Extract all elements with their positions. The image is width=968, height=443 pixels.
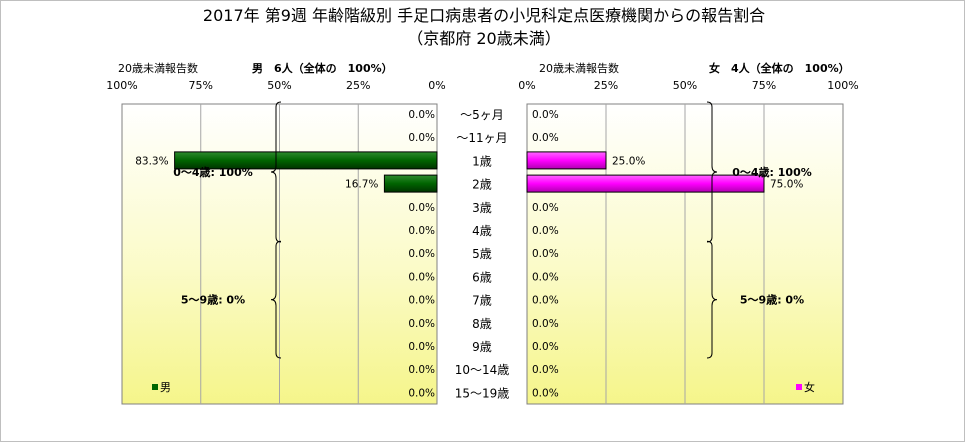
category-label: 7歳 bbox=[472, 294, 492, 308]
value-label: 0.0% bbox=[532, 341, 559, 353]
value-label: 0.0% bbox=[408, 364, 435, 376]
female-panel: 0% 25% 50% 75% 100% 20歳未満報告数 女 4人（全体の 100%） 0.0… bbox=[518, 61, 859, 405]
group-brace bbox=[706, 240, 718, 359]
x-tick-label: 0% bbox=[518, 79, 535, 92]
panel-header-count: 20歳未満報告数 bbox=[118, 62, 198, 75]
male-panel: 100% 75% 50% 25% 0% 20歳未満報告数 男 6人（全体の 100%） 0.0… bbox=[106, 61, 446, 405]
category-label: 8歳 bbox=[472, 317, 492, 331]
value-label: 0.0% bbox=[532, 387, 559, 399]
bar-right-3 bbox=[526, 174, 765, 193]
value-label: 83.3% bbox=[135, 155, 168, 167]
category-label: 2歳 bbox=[472, 178, 492, 192]
value-label: 75.0% bbox=[770, 179, 803, 191]
category-label: 4歳 bbox=[472, 224, 492, 238]
x-tick-label: 75% bbox=[752, 79, 776, 92]
value-label: 0.0% bbox=[408, 132, 435, 144]
value-label: 0.0% bbox=[532, 248, 559, 260]
category-label: 1歳 bbox=[472, 154, 492, 168]
x-tick-label: 25% bbox=[594, 79, 618, 92]
bar-left-3 bbox=[383, 174, 438, 193]
value-label: 0.0% bbox=[532, 225, 559, 237]
x-tick-label: 0% bbox=[428, 79, 445, 92]
panel-header-total: 男 6人（全体の 100%） bbox=[252, 61, 393, 75]
chart-subtitle: （京都府 20歳未満） bbox=[407, 29, 560, 48]
value-label: 0.0% bbox=[408, 318, 435, 330]
value-label: 0.0% bbox=[532, 364, 559, 376]
bar-left-2 bbox=[174, 151, 438, 170]
x-tick-label: 100% bbox=[106, 79, 137, 92]
value-label: 0.0% bbox=[532, 132, 559, 144]
legend-swatch bbox=[152, 384, 158, 390]
value-label: 0.0% bbox=[408, 387, 435, 399]
group-label: 0～4歳: 100% bbox=[732, 165, 812, 179]
category-label: ～11ヶ月 bbox=[456, 131, 507, 145]
group-brace bbox=[706, 101, 718, 243]
group-brace bbox=[270, 101, 282, 243]
category-label: 10～14歳 bbox=[455, 363, 510, 377]
group-label: 5～9歳: 0% bbox=[740, 293, 804, 307]
value-label: 0.0% bbox=[408, 202, 435, 214]
x-tick-label: 25% bbox=[346, 79, 370, 92]
value-label: 16.7% bbox=[345, 179, 378, 191]
value-label: 0.0% bbox=[408, 271, 435, 283]
x-tick-label: 50% bbox=[673, 79, 697, 92]
category-label: 5歳 bbox=[472, 247, 492, 261]
legend-label: 女 bbox=[804, 380, 815, 394]
group-label: 0～4歳: 100% bbox=[173, 165, 253, 179]
value-label: 0.0% bbox=[532, 318, 559, 330]
category-label: 9歳 bbox=[472, 340, 492, 354]
category-label: 15～19歳 bbox=[455, 386, 510, 400]
group-brace bbox=[270, 240, 282, 359]
category-label: ～5ヶ月 bbox=[460, 108, 504, 122]
value-label: 0.0% bbox=[408, 295, 435, 307]
legend-label: 男 bbox=[160, 381, 171, 394]
chart-title: 2017年 第9週 年齢階級別 手足口病患者の小児科定点医療機関からの報告割合 bbox=[203, 6, 765, 25]
category-label: 3歳 bbox=[472, 201, 492, 215]
value-label: 0.0% bbox=[532, 202, 559, 214]
value-label: 0.0% bbox=[408, 248, 435, 260]
value-label: 0.0% bbox=[532, 271, 559, 283]
value-label: 0.0% bbox=[532, 109, 559, 121]
legend-swatch bbox=[796, 384, 802, 390]
panel-header-count: 20歳未満報告数 bbox=[539, 62, 619, 75]
bar-right-2 bbox=[526, 151, 607, 170]
value-label: 0.0% bbox=[408, 225, 435, 237]
value-label: 0.0% bbox=[408, 109, 435, 121]
value-label: 25.0% bbox=[612, 155, 645, 167]
x-tick-label: 75% bbox=[189, 79, 213, 92]
value-label: 0.0% bbox=[532, 295, 559, 307]
group-label: 5～9歳: 0% bbox=[181, 293, 245, 307]
value-label: 0.0% bbox=[408, 341, 435, 353]
x-tick-label: 50% bbox=[267, 79, 291, 92]
panel-header-total: 女 4人（全体の 100%） bbox=[709, 61, 850, 75]
category-label: 6歳 bbox=[472, 270, 492, 284]
category-labels: ～5ヶ月 ～11ヶ月 1歳 2歳 3歳 4歳 5歳 6歳 7歳 8歳 9歳 10～14歳 15～19歳 bbox=[455, 108, 510, 400]
x-tick-label: 100% bbox=[827, 79, 858, 92]
